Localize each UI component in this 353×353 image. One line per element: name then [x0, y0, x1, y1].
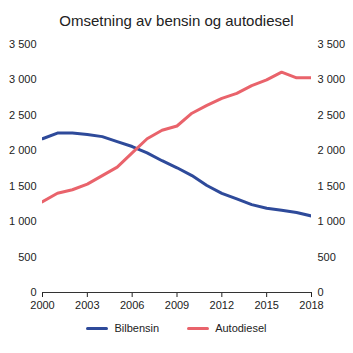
- svg-text:500: 500: [18, 251, 36, 263]
- svg-text:0: 0: [30, 286, 36, 298]
- svg-text:3 000: 3 000: [9, 73, 37, 85]
- svg-text:2003: 2003: [75, 299, 99, 311]
- svg-text:2015: 2015: [254, 299, 278, 311]
- svg-text:500: 500: [318, 251, 336, 263]
- svg-text:1 000: 1 000: [318, 215, 346, 227]
- svg-text:2000: 2000: [30, 299, 54, 311]
- html-text:Omsetning av bensin og autodie: Omsetning av bensin og autodiesel: [59, 12, 294, 29]
- svg-text:2 500: 2 500: [9, 109, 37, 121]
- svg-text:1 500: 1 500: [9, 180, 37, 192]
- html-text:Autodiesel: Autodiesel: [215, 322, 267, 334]
- svg-text:2 000: 2 000: [9, 144, 37, 156]
- svg-text:3 500: 3 500: [9, 38, 37, 50]
- svg-text:1 500: 1 500: [318, 180, 346, 192]
- svg-text:2009: 2009: [165, 299, 189, 311]
- svg-text:3 500: 3 500: [318, 38, 346, 50]
- svg-text:2 500: 2 500: [318, 109, 346, 121]
- svg-text:2006: 2006: [120, 299, 144, 311]
- svg-text:2 000: 2 000: [318, 144, 346, 156]
- svg-text:2018: 2018: [299, 299, 323, 311]
- html-text:Bilbensin: Bilbensin: [114, 322, 160, 334]
- svg-text:2012: 2012: [210, 299, 234, 311]
- svg-text:0: 0: [318, 286, 324, 298]
- svg-text:1 000: 1 000: [9, 215, 37, 227]
- svg-text:3 000: 3 000: [318, 73, 346, 85]
